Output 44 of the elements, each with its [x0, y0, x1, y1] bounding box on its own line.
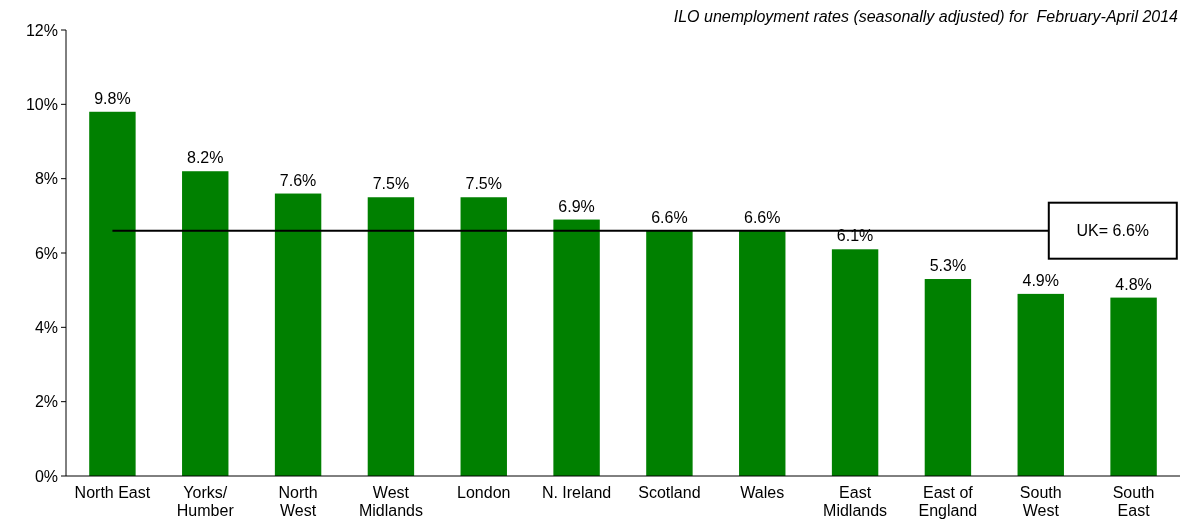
x-tick-label: North West	[278, 484, 318, 519]
bar	[274, 193, 322, 476]
data-label: 7.5%	[372, 175, 410, 193]
y-tick-label: 6%	[34, 244, 58, 262]
data-label: 5.3%	[929, 257, 967, 275]
chart-title: ILO unemployment rates (seasonally adjusted) for February-April 2014	[673, 8, 1179, 25]
bar	[739, 230, 786, 476]
y-tick-label: 12%	[25, 21, 58, 39]
y-tick-label: 2%	[34, 393, 58, 411]
data-label: 9.8%	[94, 89, 131, 107]
y-tick-label: 10%	[25, 95, 58, 113]
x-tick-label: South East	[1112, 484, 1155, 519]
y-tick-label: 0%	[34, 467, 58, 485]
data-label: 4.8%	[1115, 275, 1152, 293]
bar	[460, 197, 507, 476]
bar	[924, 279, 972, 476]
x-tick-label: Yorks/ Humber	[176, 484, 235, 519]
y-tick-label: 4%	[34, 318, 58, 336]
x-tick-label: North East	[74, 484, 151, 501]
data-label: 4.9%	[1022, 271, 1059, 289]
bar	[182, 171, 229, 476]
bar	[367, 197, 415, 476]
x-tick-label: South West	[1019, 484, 1062, 519]
bar	[831, 249, 879, 476]
y-tick-label: 8%	[34, 170, 58, 188]
bar	[1017, 293, 1064, 476]
x-tick-label: East of England	[918, 484, 978, 519]
data-label: 8.2%	[187, 149, 224, 167]
data-label: 6.9%	[558, 197, 595, 215]
x-tick-label: N. Ireland	[541, 484, 612, 501]
data-label: 7.6%	[279, 171, 317, 189]
bar	[1110, 297, 1157, 476]
x-tick-label: London	[457, 484, 511, 501]
data-label: 6.6%	[744, 208, 781, 226]
bar	[89, 111, 136, 476]
x-tick-label: East Midlands	[823, 484, 888, 519]
x-tick-label: Scotland	[638, 484, 701, 501]
bar	[553, 219, 600, 476]
x-tick-label: Wales	[740, 484, 785, 501]
ref-line-label: UK= 6.6%	[1076, 222, 1150, 240]
x-tick-label: West Midlands	[358, 484, 423, 519]
data-label: 7.5%	[465, 175, 502, 193]
bar	[646, 230, 693, 476]
data-label: 6.6%	[651, 208, 688, 226]
